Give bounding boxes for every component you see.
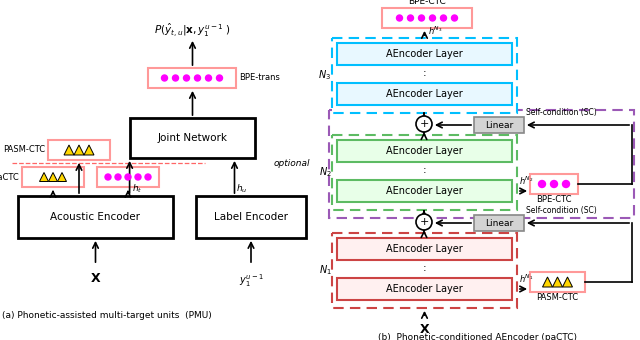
- Bar: [332, 135, 517, 210]
- Circle shape: [115, 174, 121, 180]
- Text: $\mathbf{X}$: $\mathbf{X}$: [90, 272, 101, 285]
- Text: $N_1$: $N_1$: [319, 264, 332, 277]
- Bar: [337, 43, 512, 65]
- Bar: [332, 38, 517, 113]
- Bar: [530, 174, 578, 194]
- Polygon shape: [84, 145, 94, 155]
- Text: Self-condition (SC): Self-condition (SC): [526, 108, 596, 117]
- Polygon shape: [74, 145, 84, 155]
- Text: +: +: [419, 217, 429, 227]
- Bar: [337, 180, 512, 202]
- Circle shape: [135, 174, 141, 180]
- Bar: [382, 8, 472, 28]
- Text: $P(\hat{y}_{t,u}|\mathbf{x}, y_1^{u-1}\ )$: $P(\hat{y}_{t,u}|\mathbf{x}, y_1^{u-1}\ …: [154, 21, 231, 39]
- Bar: [337, 83, 512, 105]
- Text: BPE-trans: BPE-trans: [239, 73, 280, 83]
- Circle shape: [408, 15, 413, 21]
- Polygon shape: [49, 172, 58, 182]
- Text: $h^{N_1}$: $h^{N_1}$: [519, 273, 534, 285]
- Text: :: :: [422, 263, 426, 273]
- Bar: [148, 68, 236, 88]
- Polygon shape: [40, 172, 49, 182]
- Text: $h^{N_2}$: $h^{N_2}$: [519, 175, 534, 187]
- Text: :: :: [422, 68, 426, 78]
- Bar: [22, 167, 84, 187]
- Bar: [474, 215, 524, 231]
- Circle shape: [145, 174, 151, 180]
- Text: $N_3$: $N_3$: [319, 69, 332, 82]
- Polygon shape: [58, 172, 67, 182]
- Circle shape: [429, 15, 435, 21]
- Text: PASM-CTC: PASM-CTC: [536, 293, 579, 302]
- Text: +: +: [419, 119, 429, 129]
- Polygon shape: [563, 277, 573, 287]
- Polygon shape: [552, 277, 563, 287]
- Bar: [337, 140, 512, 162]
- Bar: [332, 233, 517, 308]
- Text: $y_1^{u-1}$: $y_1^{u-1}$: [239, 272, 264, 289]
- Circle shape: [440, 15, 447, 21]
- Circle shape: [550, 181, 557, 187]
- Text: (a) Phonetic-assisted multi-target units  (PMU): (a) Phonetic-assisted multi-target units…: [2, 310, 212, 320]
- Circle shape: [397, 15, 403, 21]
- Text: :: :: [422, 165, 426, 175]
- Bar: [97, 167, 159, 187]
- Text: PASM-CTC: PASM-CTC: [3, 146, 45, 154]
- Circle shape: [216, 75, 223, 81]
- Text: $N_2$: $N_2$: [319, 166, 332, 180]
- Circle shape: [161, 75, 168, 81]
- Text: $h_t$: $h_t$: [132, 183, 142, 195]
- Text: AEncoder Layer: AEncoder Layer: [386, 244, 463, 254]
- Bar: [18, 196, 173, 238]
- Text: $h_u$: $h_u$: [237, 183, 248, 195]
- Text: Self-condition (SC): Self-condition (SC): [526, 206, 596, 215]
- Text: $\mathbf{X}$: $\mathbf{X}$: [419, 323, 430, 336]
- Text: Joint Network: Joint Network: [157, 133, 227, 143]
- Bar: [196, 196, 306, 238]
- Text: AEncoder Layer: AEncoder Layer: [386, 49, 463, 59]
- Bar: [48, 140, 110, 160]
- Text: Linear: Linear: [485, 219, 513, 227]
- Text: BPE-CTC: BPE-CTC: [536, 195, 572, 204]
- Circle shape: [173, 75, 179, 81]
- Text: Linear: Linear: [485, 120, 513, 130]
- Circle shape: [563, 181, 570, 187]
- Text: AEncoder Layer: AEncoder Layer: [386, 89, 463, 99]
- Circle shape: [416, 214, 432, 230]
- Circle shape: [205, 75, 211, 81]
- Text: Acoustic Encoder: Acoustic Encoder: [51, 212, 141, 222]
- Text: optional: optional: [273, 159, 310, 169]
- Circle shape: [538, 181, 545, 187]
- Text: $h^{N_3}$: $h^{N_3}$: [428, 24, 442, 37]
- Circle shape: [195, 75, 200, 81]
- Circle shape: [125, 174, 131, 180]
- Circle shape: [416, 116, 432, 132]
- Bar: [337, 238, 512, 260]
- Text: (b)  Phonetic-conditioned AEncoder (paCTC): (b) Phonetic-conditioned AEncoder (paCTC…: [378, 334, 577, 340]
- Bar: [337, 278, 512, 300]
- Polygon shape: [543, 277, 552, 287]
- Text: AEncoder Layer: AEncoder Layer: [386, 284, 463, 294]
- Circle shape: [184, 75, 189, 81]
- Circle shape: [451, 15, 458, 21]
- Text: ParaCTC: ParaCTC: [0, 172, 19, 182]
- Circle shape: [419, 15, 424, 21]
- Text: Label Encoder: Label Encoder: [214, 212, 288, 222]
- Circle shape: [105, 174, 111, 180]
- Bar: [130, 118, 255, 158]
- Bar: [530, 272, 585, 292]
- Text: BPE-CTC: BPE-CTC: [408, 0, 446, 6]
- Bar: [474, 117, 524, 133]
- Bar: [329, 110, 634, 218]
- Text: AEncoder Layer: AEncoder Layer: [386, 146, 463, 156]
- Text: AEncoder Layer: AEncoder Layer: [386, 186, 463, 196]
- Polygon shape: [64, 145, 74, 155]
